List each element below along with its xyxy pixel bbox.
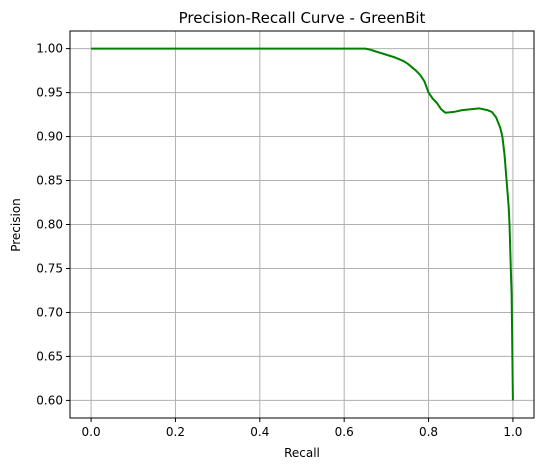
x-tick-label: 0.6 — [335, 425, 354, 439]
y-tick-label: 0.60 — [36, 393, 63, 407]
y-tick-label: 0.95 — [36, 86, 63, 100]
y-tick-label: 0.90 — [36, 130, 63, 144]
x-axis-ticks: 0.0 0.2 0.4 0.6 0.8 1.0 — [82, 418, 522, 439]
y-tick-label: 0.65 — [36, 349, 63, 363]
y-axis-ticks: 0.60 0.65 0.70 0.75 0.80 0.85 0.90 0.95 1.00 — [36, 42, 70, 407]
x-tick-label: 0.8 — [419, 425, 438, 439]
chart-title: Precision-Recall Curve - GreenBit — [179, 9, 426, 27]
x-tick-label: 1.0 — [503, 425, 522, 439]
x-tick-label: 0.2 — [166, 425, 185, 439]
grid — [70, 31, 534, 418]
series-line — [91, 47, 514, 401]
y-tick-label: 0.75 — [36, 261, 63, 275]
y-tick-label: 0.85 — [36, 174, 63, 188]
x-axis-label: Recall — [284, 446, 320, 460]
y-tick-label: 0.80 — [36, 218, 63, 232]
x-tick-label: 0.0 — [82, 425, 101, 439]
y-tick-label: 1.00 — [36, 42, 63, 56]
y-tick-label: 0.70 — [36, 305, 63, 319]
series-layer — [91, 47, 514, 401]
x-tick-label: 0.4 — [250, 425, 269, 439]
y-axis-label: Precision — [9, 198, 23, 252]
